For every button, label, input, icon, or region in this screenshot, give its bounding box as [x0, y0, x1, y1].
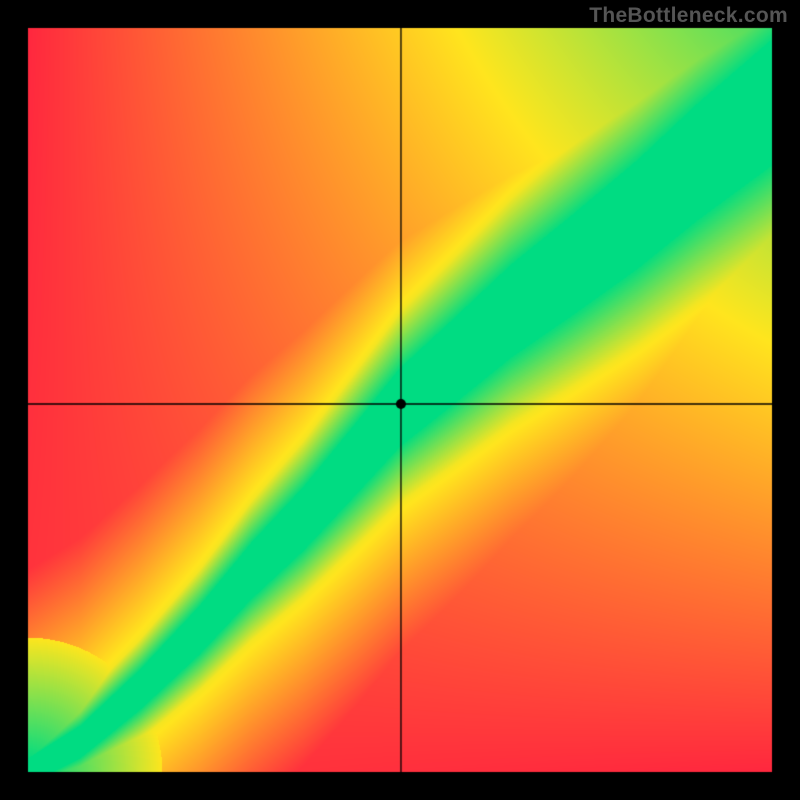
chart-container: TheBottleneck.com: [0, 0, 800, 800]
watermark: TheBottleneck.com: [589, 4, 788, 28]
bottleneck-heatmap: [0, 0, 800, 800]
